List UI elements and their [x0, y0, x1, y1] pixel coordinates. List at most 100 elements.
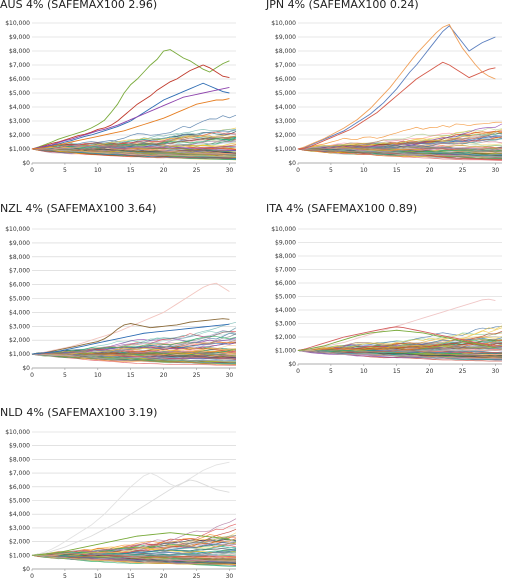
x-tick-label: 30 [226, 167, 234, 174]
chart-title: NLD 4% (SAFEMAX100 3.19) [0, 406, 158, 419]
x-tick-label: 20 [160, 573, 168, 580]
chart-jpn: $0 $1,000 $2,000 $3,000 $4,000 $5,000 $6,000 $7… [271, 20, 503, 174]
series-line [31, 148, 237, 156]
y-tick-label: $5,000 [275, 294, 296, 301]
series-line [297, 129, 503, 150]
x-tick-label: 0 [296, 167, 300, 174]
series-line [297, 350, 503, 361]
panel-jpn: JPN 4% (SAFEMAX100 0.24) $0 $1,000 $2,000 $… [266, 0, 506, 190]
chart-title: ITA 4% (SAFEMAX100 0.89) [266, 202, 418, 215]
y-tick-label: $5,000 [9, 90, 30, 97]
series-line [31, 353, 237, 357]
y-tick-label: $10,000 [5, 429, 30, 436]
series-line [31, 148, 237, 159]
y-tick-label: $0 [22, 365, 30, 372]
series-line [31, 135, 237, 150]
y-tick-label: $5,000 [9, 498, 30, 505]
series-line [31, 131, 237, 150]
series-line [31, 148, 237, 154]
y-tick-label: $2,000 [9, 132, 30, 139]
y-tick-label: $6,000 [9, 484, 30, 491]
x-tick-label: 10 [360, 167, 368, 174]
y-tick-label: $2,000 [9, 539, 30, 546]
series-line [31, 349, 237, 357]
x-tick-label: 25 [459, 368, 467, 375]
chart-aus: $0 $1,000 $2,000 $3,000 $4,000 $5,000 $6,000 $7… [5, 20, 237, 174]
series-line [297, 147, 503, 152]
series-line [297, 349, 503, 357]
x-tick-label: 30 [492, 368, 500, 375]
y-tick-label: $5,000 [275, 90, 296, 97]
y-tick-label: $10,000 [5, 20, 30, 27]
series-line [297, 148, 503, 161]
series-line [31, 461, 230, 556]
x-tick-label: 25 [193, 372, 201, 379]
series-line [31, 148, 237, 158]
y-tick-label: $9,000 [9, 240, 30, 247]
series-line [31, 98, 230, 150]
y-tick-label: $1,000 [275, 348, 296, 355]
y-tick-label: $4,000 [275, 104, 296, 111]
y-tick-label: $1,000 [9, 552, 30, 559]
y-tick-label: $3,000 [275, 118, 296, 125]
series-line [31, 554, 237, 563]
y-tick-label: $8,000 [9, 254, 30, 261]
x-tick-label: 0 [30, 372, 34, 379]
y-tick-label: $10,000 [271, 226, 296, 233]
x-tick-label: 25 [193, 167, 201, 174]
y-tick-label: $9,000 [9, 34, 30, 41]
series-line [31, 353, 237, 366]
series-line [31, 542, 237, 556]
x-tick-label: 15 [127, 167, 135, 174]
y-tick-label: $7,000 [9, 62, 30, 69]
y-tick-label: $6,000 [275, 280, 296, 287]
series-line [297, 123, 503, 150]
series-line [31, 554, 237, 566]
series-line [31, 148, 237, 159]
y-tick-label: $2,000 [275, 334, 296, 341]
series-line [31, 323, 230, 355]
x-tick-label: 0 [30, 167, 34, 174]
panel-aus: AUS 4% (SAFEMAX100 2.96) $0 $1,000 $2,000 $… [0, 0, 245, 190]
series-line [31, 340, 237, 355]
series-line [31, 353, 237, 364]
series-line [31, 353, 237, 364]
series-line [297, 326, 496, 351]
panel-ita: ITA 4% (SAFEMAX100 0.89) $0 $1,000 $2,000 $… [266, 199, 506, 389]
x-tick-label: 5 [63, 372, 67, 379]
series-line [297, 146, 503, 158]
x-tick-label: 25 [193, 573, 201, 580]
y-tick-label: $8,000 [275, 48, 296, 55]
series-line [297, 349, 503, 357]
series-line [31, 148, 237, 159]
series-line [31, 353, 237, 363]
series-line [297, 121, 503, 150]
y-tick-label: $2,000 [9, 337, 30, 344]
y-tick-label: $4,000 [9, 511, 30, 518]
series-line [31, 542, 237, 556]
chart-title: NZL 4% (SAFEMAX100 3.64) [0, 202, 157, 215]
x-tick-label: 0 [296, 368, 300, 375]
y-tick-label: $7,000 [275, 62, 296, 69]
y-tick-label: $0 [22, 566, 30, 573]
series-line [31, 318, 230, 355]
series-line [31, 86, 230, 150]
y-tick-label: $0 [288, 361, 296, 368]
y-tick-label: $3,000 [9, 323, 30, 330]
y-tick-label: $1,000 [9, 351, 30, 358]
x-tick-label: 20 [426, 167, 434, 174]
x-tick-label: 30 [226, 372, 234, 379]
y-tick-label: $4,000 [9, 104, 30, 111]
y-tick-label: $4,000 [9, 309, 30, 316]
series-line [297, 139, 503, 150]
x-tick-label: 15 [127, 372, 135, 379]
series-line [31, 147, 237, 158]
x-tick-label: 5 [63, 167, 67, 174]
series-line [31, 554, 237, 560]
y-tick-label: $8,000 [9, 48, 30, 55]
series-line [297, 345, 503, 352]
series-line [31, 353, 237, 365]
y-tick-label: $10,000 [5, 226, 30, 233]
y-tick-label: $3,000 [275, 321, 296, 328]
y-tick-label: $0 [288, 160, 296, 167]
